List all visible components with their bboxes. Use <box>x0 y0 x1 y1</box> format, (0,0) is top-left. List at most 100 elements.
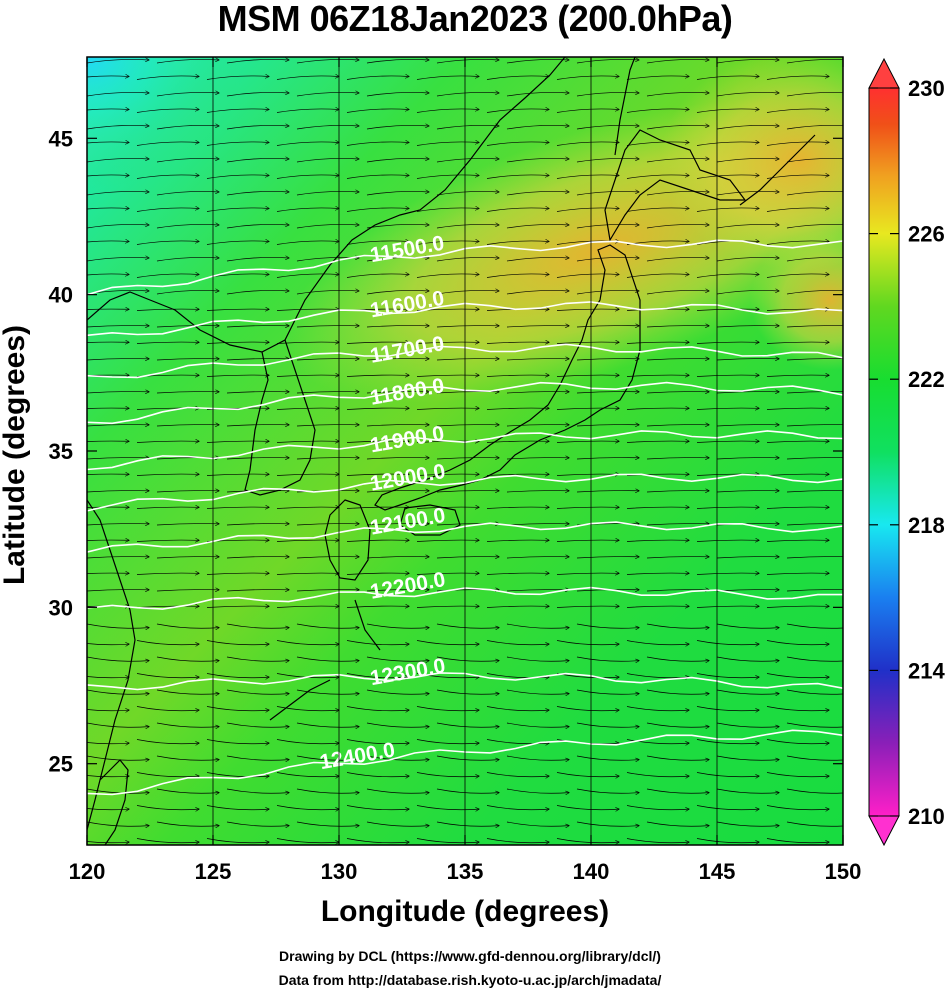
wind-arrow <box>766 772 829 777</box>
wind-arrow <box>786 821 843 827</box>
wind-arrow <box>346 772 409 777</box>
wind-arrow <box>556 408 619 409</box>
wind-arrow <box>696 274 759 278</box>
wind-arrow <box>506 557 569 558</box>
wind-arrow <box>766 838 829 843</box>
wind-arrow <box>226 755 289 760</box>
wind-arrow <box>576 821 639 826</box>
wind-arrow <box>766 408 829 409</box>
wind-arrow <box>646 821 709 826</box>
wind-arrow <box>156 425 219 426</box>
wind-arrow <box>206 241 269 245</box>
wind-arrow <box>136 342 199 343</box>
wind-arrow <box>716 224 779 229</box>
wind-arrow <box>716 257 779 262</box>
x-axis-label: Longitude (degrees) <box>320 895 610 928</box>
wind-arrow <box>296 191 359 196</box>
wind-arrow <box>766 274 829 278</box>
wind-arrow <box>87 76 129 80</box>
wind-arrow <box>416 76 479 80</box>
wind-arrow <box>226 557 289 558</box>
wind-arrow <box>576 623 639 628</box>
wind-arrow <box>346 208 409 212</box>
wind-arrow <box>156 290 219 295</box>
wind-arrow <box>87 191 149 196</box>
wind-arrow <box>366 689 429 694</box>
wind-arrow <box>646 425 709 426</box>
wind-arrow <box>436 491 499 492</box>
wind-arrow <box>226 491 289 492</box>
sakhalin-coast <box>614 57 636 156</box>
wind-arrow <box>87 309 129 310</box>
wind-arrow <box>646 191 709 196</box>
wind-arrow <box>626 375 689 376</box>
wind-arrow <box>366 821 429 826</box>
wind-arrow <box>276 142 339 146</box>
wind-arrow <box>276 772 339 777</box>
wind-arrow <box>296 821 359 826</box>
wind-arrow <box>506 689 569 694</box>
wind-arrow <box>416 241 479 245</box>
wind-arrow <box>296 59 359 64</box>
wind-arrow <box>556 175 619 179</box>
wind-arrow <box>416 540 479 541</box>
wind-arrow <box>766 109 829 113</box>
wind-arrow <box>786 589 843 592</box>
wind-arrow <box>436 656 499 661</box>
wind-arrow <box>416 342 479 343</box>
wind-arrow <box>766 241 829 245</box>
wind-arrow <box>156 689 219 694</box>
wind-arrow <box>646 224 709 229</box>
wind-arrow <box>206 640 269 645</box>
wind-arrow <box>87 375 129 376</box>
wind-arrow <box>646 590 709 591</box>
wind-arrow <box>136 540 199 541</box>
wind-arrow <box>226 59 289 64</box>
wind-arrow <box>276 540 339 541</box>
ryukyu-north <box>354 599 381 651</box>
wind-arrow <box>206 805 269 810</box>
wind-arrow <box>766 805 829 810</box>
wind-arrow <box>646 392 709 393</box>
wind-arrow <box>626 838 689 843</box>
wind-arrow <box>87 175 129 179</box>
wind-arrow <box>486 540 549 541</box>
wind-arrow <box>296 125 359 130</box>
wind-arrow <box>346 474 409 475</box>
wind-arrow <box>506 125 569 130</box>
wind-arrow <box>696 408 759 409</box>
wind-arrow <box>276 342 339 343</box>
wind-arrow <box>506 257 569 262</box>
wind-arrow <box>716 359 779 360</box>
wind-arrow <box>366 125 429 130</box>
longitude-gridlines <box>212 57 718 845</box>
wind-arrow <box>506 425 569 426</box>
wind-arrow <box>276 375 339 376</box>
wind-arrow <box>136 274 199 278</box>
wind-arrow <box>346 274 409 278</box>
x-tick-label-140: 140 <box>573 859 610 884</box>
colorbar-tick-label-222: 222 <box>908 367 945 392</box>
wind-arrow <box>716 326 779 327</box>
wind-arrow <box>506 326 569 327</box>
wind-arrow <box>556 805 619 810</box>
wind-arrow <box>576 125 639 130</box>
wind-arrow <box>226 158 289 163</box>
wind-arrow <box>646 524 709 525</box>
wind-arrow <box>156 59 219 64</box>
wind-arrow <box>626 573 689 574</box>
wind-arrow <box>87 224 149 229</box>
wind-arrow <box>346 739 409 744</box>
wind-arrow <box>87 722 149 727</box>
x-tick-label-120: 120 <box>69 859 106 884</box>
wind-arrow <box>87 241 129 245</box>
wind-arrow <box>87 125 149 130</box>
wind-arrow <box>576 359 639 360</box>
wind-arrow <box>716 59 779 64</box>
wind-arrow <box>87 474 129 475</box>
wind-arrow <box>696 309 759 310</box>
wind-arrow <box>226 524 289 525</box>
wind-arrow <box>87 641 129 645</box>
wind-arrow <box>506 359 569 360</box>
